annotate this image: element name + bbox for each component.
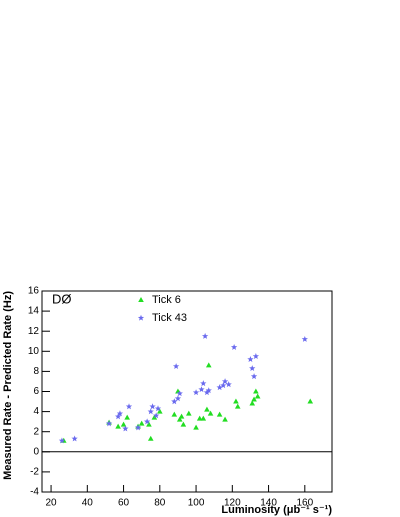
data-point [249,365,256,372]
x-tick-label: 60 [118,498,130,509]
y-tick-label: 2 [33,426,39,437]
data-point [71,435,78,442]
y-tick-label: 8 [33,366,39,377]
data-point [216,384,223,391]
legend-label: Tick 43 [152,312,187,324]
data-point [204,406,210,412]
data-point [225,381,232,388]
data-point [114,413,122,420]
data-point [115,423,121,429]
x-tick-label: 20 [46,498,58,509]
y-tick-label: -2 [30,467,39,478]
x-tick-label: 140 [260,498,277,509]
data-point [216,411,223,417]
x-tick-label: 160 [296,498,313,509]
legend-marker [138,297,144,302]
data-point [233,398,239,404]
data-point [220,382,227,389]
y-tick-label: 16 [28,286,40,297]
data-point [172,363,180,370]
data-point [250,373,258,380]
y-tick-label: 12 [28,326,40,337]
legend-label: Tick 6 [152,294,181,306]
data-point [203,389,211,396]
data-point [154,405,162,412]
data-point [147,408,154,415]
data-point [192,389,200,396]
data-point [234,403,241,409]
data-point [138,420,145,426]
data-point [149,403,156,410]
data-point [176,416,183,422]
data-point [58,437,66,444]
y-tick-label: 14 [28,306,40,317]
data-point [230,343,238,350]
data-point [205,362,212,368]
data-point [176,390,183,397]
data-point [125,403,133,410]
data-point [252,353,260,359]
y-tick-label: 4 [33,406,39,417]
data-point [200,415,207,421]
data-point [120,421,127,427]
data-point [171,398,178,405]
data-point [180,421,187,427]
data-point [196,415,203,421]
data-point [251,396,257,402]
data-point [134,424,142,431]
data-point [205,387,212,394]
data-point [198,386,205,393]
data-point [105,420,113,427]
data-point [254,393,261,399]
data-point [247,356,254,363]
data-point [186,410,192,416]
x-tick-label: 120 [224,498,241,509]
data-point [222,416,228,422]
x-axis-label: Luminosity (μb⁻¹ s⁻¹) [221,504,332,516]
data-point [174,395,182,402]
data-point [193,424,199,430]
y-tick-label: -4 [30,487,39,498]
y-tick-label: 10 [28,346,40,357]
data-point [201,332,209,339]
data-point [200,380,207,387]
data-point [307,398,314,404]
x-tick-label: 80 [154,498,166,509]
y-tick-label: 0 [33,446,39,457]
data-point [143,418,151,425]
data-point [221,378,229,385]
y-axis-label: Measured Rate - Predicted Rate (Hz) [2,291,14,480]
data-point [122,425,129,432]
data-point [147,435,154,441]
legend-marker [137,314,145,321]
data-point [171,411,178,417]
data-point [116,410,124,417]
x-tick-label: 40 [82,498,94,509]
data-point [301,335,308,342]
data-point [249,400,256,406]
annotation: DØ [52,291,72,306]
data-point [178,413,185,419]
data-point [151,414,158,420]
data-point [207,410,214,416]
x-tick-label: 100 [188,498,205,509]
data-point [153,412,160,419]
data-point [124,414,130,420]
data-point [253,388,259,394]
y-tick-label: 6 [33,386,39,397]
